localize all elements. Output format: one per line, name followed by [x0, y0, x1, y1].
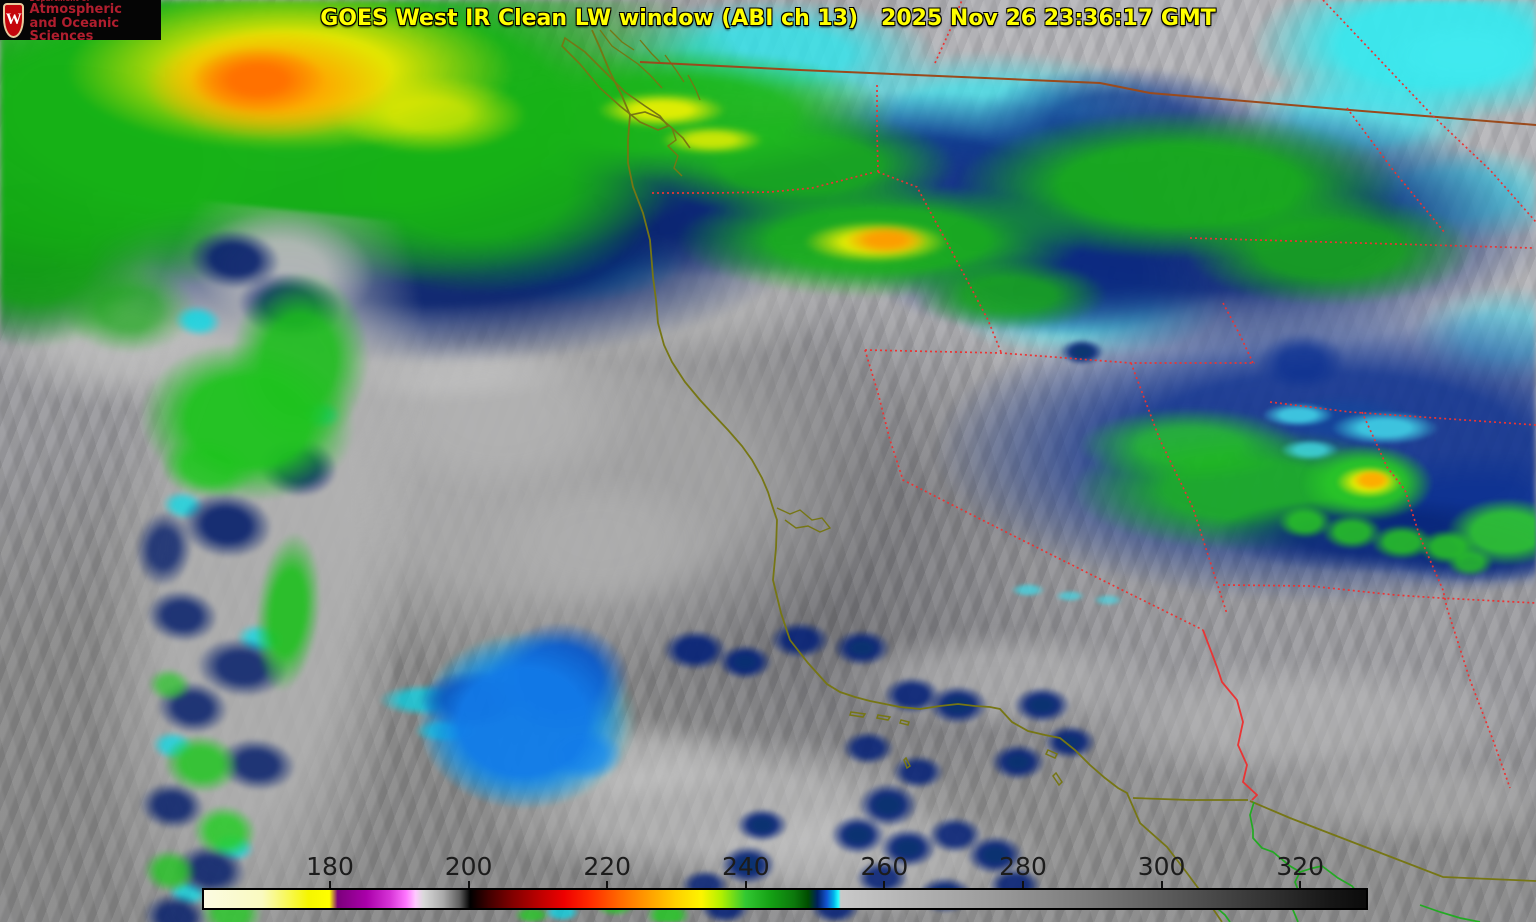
logo-line1: Atmospheric: [29, 2, 122, 18]
border-colorado-river: [1202, 629, 1259, 801]
coastline-juan-de-fuca: [629, 111, 691, 149]
logo-line2: and Oceanic Sciences: [29, 15, 120, 45]
border-us-canada: [639, 61, 1536, 126]
colorbar-area: 180 200 220 240 260 280 300 320: [202, 854, 1368, 914]
uw-logo: W Department of Atmospheric and Oceanic …: [0, 0, 161, 44]
crest-letter: W: [5, 11, 22, 28]
border-ut-az: [1222, 584, 1536, 604]
state-borders: [652, 0, 1536, 789]
border-wa-id: [876, 85, 879, 173]
border-diag-ne2: [1346, 107, 1446, 234]
border-id-seg: [1222, 302, 1254, 364]
uw-crest-icon: W: [3, 2, 25, 38]
coastline-vancouver-island: [561, 36, 670, 131]
coastline-bc-inlets: [599, 29, 701, 101]
channel-islands: [849, 711, 1063, 787]
border-diag-ne1: [1322, 0, 1536, 223]
logo-dept-line: Department of: [29, 0, 161, 3]
border-or-id: [877, 171, 1002, 353]
logo-text: Department of Atmospheric and Oceanic Sc…: [29, 0, 161, 44]
border-horiz-wy-ut: [1269, 401, 1536, 426]
border-nv-ut: [1130, 362, 1228, 615]
coastline-pacific: [591, 29, 1223, 922]
border-ca-nv: [864, 349, 1204, 631]
colorbar-gradient: [202, 888, 1368, 910]
cloud-layer-frontal-band: [61, 194, 440, 922]
border-ut-co-az-nm: [1361, 411, 1511, 789]
border-horiz-mt: [1189, 237, 1534, 249]
image-title: GOES West IR Clean LW window (ABI ch 13)…: [320, 6, 1216, 31]
border-42n: [864, 349, 1255, 364]
border-wa-or: [652, 171, 876, 194]
coastline-sf-bay: [776, 507, 832, 533]
coastline-puget-sound: [666, 127, 683, 177]
